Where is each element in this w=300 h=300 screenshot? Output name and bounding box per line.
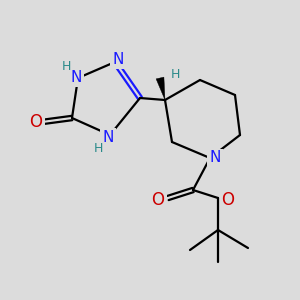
Text: N: N: [70, 70, 82, 86]
Text: O: O: [221, 191, 235, 209]
Text: O: O: [29, 113, 43, 131]
Text: H: H: [170, 68, 180, 80]
Text: H: H: [93, 142, 103, 154]
Text: N: N: [102, 130, 114, 145]
Text: N: N: [209, 151, 221, 166]
Text: O: O: [152, 191, 164, 209]
Polygon shape: [156, 77, 165, 100]
Text: N: N: [112, 52, 124, 68]
Text: H: H: [61, 59, 71, 73]
